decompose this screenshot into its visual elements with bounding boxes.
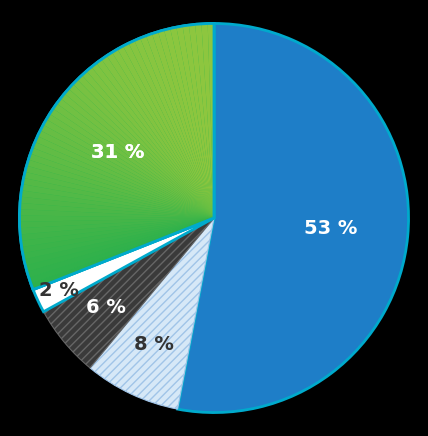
Wedge shape xyxy=(46,114,214,218)
Wedge shape xyxy=(19,24,214,290)
Wedge shape xyxy=(53,103,214,218)
Wedge shape xyxy=(35,136,214,218)
Wedge shape xyxy=(92,63,214,218)
Wedge shape xyxy=(29,218,214,284)
Wedge shape xyxy=(96,59,214,218)
Wedge shape xyxy=(20,218,214,228)
Wedge shape xyxy=(22,178,214,218)
Text: 53 %: 53 % xyxy=(303,219,357,238)
Wedge shape xyxy=(31,218,214,290)
Wedge shape xyxy=(25,218,214,272)
Wedge shape xyxy=(30,148,214,218)
Wedge shape xyxy=(28,153,214,218)
Wedge shape xyxy=(65,89,214,218)
Wedge shape xyxy=(107,52,214,218)
Wedge shape xyxy=(40,125,214,218)
Wedge shape xyxy=(23,218,214,259)
Wedge shape xyxy=(86,67,214,218)
Wedge shape xyxy=(195,24,214,218)
Wedge shape xyxy=(60,93,214,218)
Wedge shape xyxy=(202,24,214,218)
Wedge shape xyxy=(20,197,214,218)
Wedge shape xyxy=(68,84,214,218)
Wedge shape xyxy=(134,38,214,218)
Wedge shape xyxy=(33,142,214,218)
Wedge shape xyxy=(19,209,214,218)
Wedge shape xyxy=(189,24,214,218)
Wedge shape xyxy=(21,184,214,218)
Wedge shape xyxy=(183,25,214,218)
Wedge shape xyxy=(27,160,214,218)
Wedge shape xyxy=(176,26,214,218)
Wedge shape xyxy=(33,218,214,312)
Wedge shape xyxy=(22,218,214,253)
Wedge shape xyxy=(112,49,214,218)
Wedge shape xyxy=(77,75,214,218)
Wedge shape xyxy=(82,71,214,218)
Wedge shape xyxy=(57,99,214,218)
Wedge shape xyxy=(146,34,214,218)
Wedge shape xyxy=(117,46,214,218)
Wedge shape xyxy=(158,30,214,218)
Text: 31 %: 31 % xyxy=(91,143,144,162)
Wedge shape xyxy=(27,218,214,278)
Text: 6 %: 6 % xyxy=(86,298,126,317)
Wedge shape xyxy=(90,218,214,409)
Wedge shape xyxy=(24,218,214,266)
Text: 31 %: 31 % xyxy=(91,143,144,162)
Wedge shape xyxy=(152,32,214,218)
Wedge shape xyxy=(19,215,214,222)
Wedge shape xyxy=(21,191,214,218)
Wedge shape xyxy=(178,24,409,412)
Wedge shape xyxy=(20,218,214,241)
Wedge shape xyxy=(24,172,214,218)
Wedge shape xyxy=(38,130,214,218)
Wedge shape xyxy=(20,218,214,235)
Wedge shape xyxy=(101,56,214,218)
Wedge shape xyxy=(25,166,214,218)
Wedge shape xyxy=(170,27,214,218)
Text: 8 %: 8 % xyxy=(134,335,174,354)
Wedge shape xyxy=(43,119,214,218)
Wedge shape xyxy=(44,218,214,368)
Text: 2 %: 2 % xyxy=(39,281,79,300)
Wedge shape xyxy=(20,203,214,218)
Wedge shape xyxy=(140,36,214,218)
Wedge shape xyxy=(73,80,214,218)
Wedge shape xyxy=(50,109,214,218)
Wedge shape xyxy=(123,43,214,218)
Wedge shape xyxy=(164,28,214,218)
Wedge shape xyxy=(208,24,214,218)
Wedge shape xyxy=(128,41,214,218)
Wedge shape xyxy=(21,218,214,247)
